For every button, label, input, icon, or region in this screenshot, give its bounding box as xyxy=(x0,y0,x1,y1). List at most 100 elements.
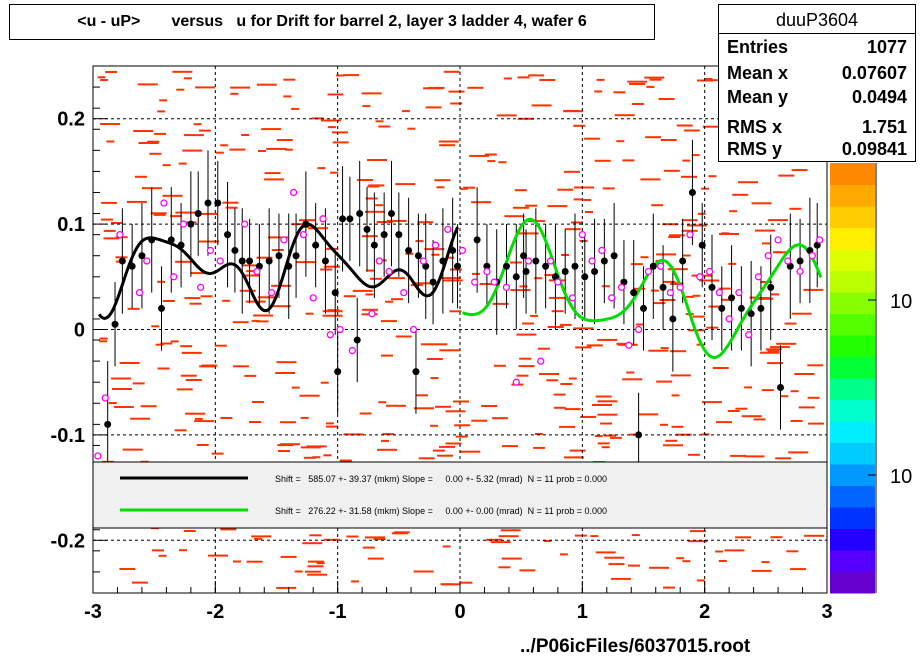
bg-cell xyxy=(300,446,321,449)
bg-cell xyxy=(445,410,466,413)
bg-cell xyxy=(687,540,708,543)
bg-cell xyxy=(751,569,772,572)
data-point-open xyxy=(458,246,467,255)
bg-cell xyxy=(179,549,187,552)
bg-cell xyxy=(395,335,412,338)
bg-cell xyxy=(119,362,140,364)
bg-cell xyxy=(715,550,724,553)
data-point xyxy=(302,220,310,228)
data-point-open xyxy=(764,252,772,260)
bg-cell xyxy=(804,534,825,537)
bg-cell xyxy=(761,389,774,392)
bg-cell xyxy=(646,85,655,88)
bg-cell xyxy=(183,530,196,532)
data-point-open xyxy=(179,220,188,228)
bg-cell xyxy=(791,169,808,172)
data-point xyxy=(177,241,185,249)
bg-cell xyxy=(531,104,552,107)
bg-cell xyxy=(628,564,640,567)
bg-cell xyxy=(365,536,385,539)
bg-cell xyxy=(770,536,783,539)
data-point xyxy=(591,268,599,276)
bg-cell xyxy=(640,178,661,181)
bg-cell xyxy=(185,379,202,381)
bg-cell xyxy=(729,210,738,213)
bg-cell xyxy=(640,256,649,259)
bg-cell xyxy=(570,221,583,224)
bg-cell xyxy=(697,212,706,215)
fit-curve-black xyxy=(97,222,459,320)
data-point-open xyxy=(666,288,675,297)
bg-cell xyxy=(339,459,352,462)
bg-cell xyxy=(332,141,349,144)
bg-cell xyxy=(435,405,452,408)
bg-cell xyxy=(251,319,260,322)
background-histogram xyxy=(97,70,831,589)
bg-cell xyxy=(305,312,314,315)
data-point xyxy=(483,262,491,270)
bg-cell xyxy=(113,406,134,408)
bg-cell xyxy=(525,204,538,207)
bg-cell xyxy=(759,351,780,354)
data-point xyxy=(561,268,569,276)
bg-cell xyxy=(174,429,187,432)
bg-cell xyxy=(407,127,416,130)
bg-cell xyxy=(727,410,740,412)
bg-cell xyxy=(162,194,183,197)
data-point xyxy=(669,315,677,323)
data-point xyxy=(412,368,420,376)
bg-cell xyxy=(254,537,263,540)
data-point xyxy=(111,320,119,328)
bg-cell xyxy=(172,70,193,73)
bg-cell xyxy=(194,417,203,420)
bg-cell xyxy=(327,126,336,129)
y-tick-label: 0.1 xyxy=(57,214,85,236)
data-point xyxy=(224,231,232,239)
data-point xyxy=(231,246,239,254)
color-scale-cell xyxy=(830,421,875,443)
bg-cell xyxy=(308,560,324,563)
bg-cell xyxy=(724,549,745,552)
stats-value: 0.0494 xyxy=(851,87,907,107)
bg-cell xyxy=(749,296,758,299)
stats-row-entries: Entries 1077 xyxy=(727,37,907,61)
bg-cell xyxy=(381,354,393,357)
bg-cell xyxy=(487,160,496,163)
bg-cell xyxy=(668,236,681,238)
bg-cell xyxy=(548,296,565,299)
bg-cell xyxy=(153,213,166,216)
bg-cell xyxy=(197,212,218,215)
data-point-open xyxy=(696,273,704,281)
bg-cell xyxy=(220,144,229,147)
file-path-label: ../P06icFiles/6037015.root xyxy=(520,636,751,657)
bg-cell xyxy=(244,374,257,377)
data-point-open xyxy=(725,315,733,323)
bg-cell xyxy=(253,314,274,317)
bg-cell xyxy=(528,74,545,77)
bg-cell xyxy=(460,581,473,584)
bg-cell xyxy=(431,253,440,256)
data-point-open xyxy=(608,294,616,302)
bg-cell xyxy=(195,86,216,89)
bg-cell xyxy=(193,123,202,126)
bg-cell xyxy=(649,566,669,569)
data-point-open xyxy=(375,257,383,265)
bg-cell xyxy=(597,413,618,416)
bg-cell xyxy=(343,295,356,298)
bg-cell xyxy=(776,342,797,345)
bg-cell xyxy=(712,367,729,369)
data-point xyxy=(194,210,202,218)
bg-cell xyxy=(449,310,462,313)
bg-cell xyxy=(574,186,595,189)
bg-cell xyxy=(199,240,219,243)
bg-cell xyxy=(155,343,164,346)
bg-cell xyxy=(614,114,635,117)
color-scale-cell xyxy=(830,485,875,508)
bg-cell xyxy=(100,123,121,125)
bg-cell xyxy=(439,445,455,448)
bg-cell xyxy=(184,297,201,300)
bg-cell xyxy=(730,454,747,457)
bg-cell xyxy=(208,554,228,557)
bg-cell xyxy=(178,162,187,165)
bg-cell xyxy=(413,570,434,573)
